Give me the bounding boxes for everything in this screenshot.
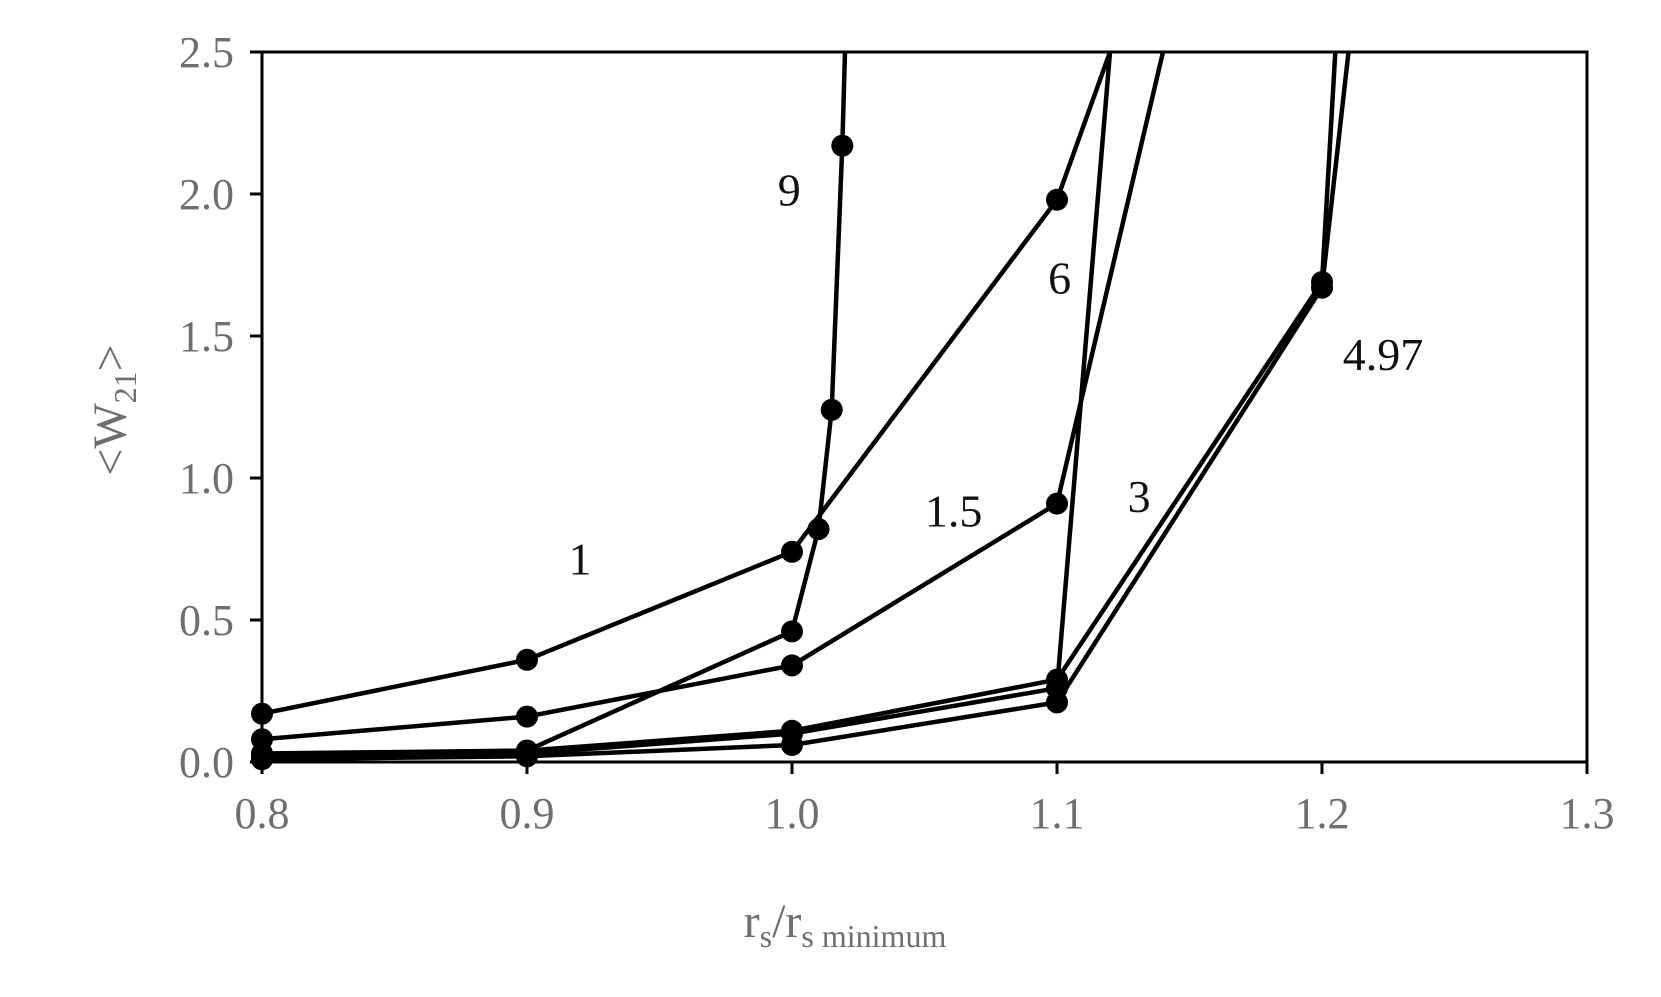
x-tick-label: 1.3 bbox=[1560, 789, 1615, 838]
y-tick-label: 2.0 bbox=[179, 170, 234, 219]
y-axis-label-close: > bbox=[84, 344, 137, 371]
y-tick-label: 0.0 bbox=[179, 738, 234, 787]
x-axis-label-slash: /r bbox=[772, 895, 801, 948]
x-axis-label-sub1: s bbox=[760, 918, 772, 954]
series-label: 1.5 bbox=[925, 485, 983, 536]
data-point bbox=[1046, 492, 1068, 515]
y-tick-label: 1.5 bbox=[179, 312, 234, 361]
series-label: 4.97 bbox=[1343, 329, 1424, 380]
data-point bbox=[1311, 276, 1333, 299]
data-point bbox=[1046, 668, 1068, 691]
series-line-5 bbox=[262, 52, 1351, 762]
x-axis-label: rs/rs minimum bbox=[744, 895, 947, 954]
series-markers bbox=[251, 134, 1333, 771]
x-axis-label-sub2: s minimum bbox=[801, 918, 946, 954]
tick-labels: 0.8 0.9 1.0 1.1 1.2 1.3 0.0 0.5 1.0 1.5 2.0 2.5 bbox=[179, 28, 1615, 838]
y-tick-label: 2.5 bbox=[179, 28, 234, 77]
data-point bbox=[1046, 691, 1068, 714]
series-lines bbox=[262, 52, 1351, 762]
y-axis-label: <W21> bbox=[84, 344, 143, 475]
data-point bbox=[820, 398, 843, 421]
series-label: 3 bbox=[1128, 471, 1151, 522]
series-line-3 bbox=[262, 52, 1113, 762]
y-axis-label-sub: 21 bbox=[107, 371, 143, 403]
series-labels: 1 9 1.5 6 3 4.97 bbox=[569, 164, 1424, 584]
axes bbox=[250, 50, 1589, 774]
data-point bbox=[516, 648, 538, 671]
series-label: 9 bbox=[778, 164, 801, 215]
series-label: 6 bbox=[1048, 252, 1071, 303]
plot-frame bbox=[260, 50, 1589, 764]
y-axis-label-open: <W bbox=[84, 403, 137, 476]
data-point bbox=[781, 654, 803, 677]
y-tick-label: 1.0 bbox=[179, 454, 234, 503]
x-tick-label: 1.0 bbox=[765, 789, 820, 838]
data-point bbox=[781, 620, 803, 643]
x-tick-label: 0.9 bbox=[500, 789, 555, 838]
series-label: 1 bbox=[569, 534, 592, 585]
y-tick-label: 0.5 bbox=[179, 596, 234, 645]
series-line-2 bbox=[262, 52, 1166, 742]
data-point bbox=[516, 705, 538, 728]
data-point bbox=[831, 134, 854, 157]
x-axis-label-main: r bbox=[744, 895, 760, 948]
data-point bbox=[1046, 188, 1068, 211]
data-point bbox=[781, 540, 803, 563]
data-point bbox=[781, 734, 803, 756]
series-line-4 bbox=[262, 52, 1338, 756]
x-tick-label: 1.2 bbox=[1295, 789, 1350, 838]
series-line-0 bbox=[262, 52, 1113, 716]
x-tick-label: 0.8 bbox=[235, 789, 290, 838]
data-point bbox=[807, 518, 830, 541]
x-tick-label: 1.1 bbox=[1030, 789, 1085, 838]
